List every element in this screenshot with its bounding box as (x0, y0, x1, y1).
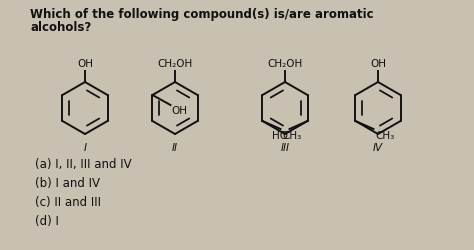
Text: CH₃: CH₃ (283, 131, 302, 141)
Text: alcohols?: alcohols? (30, 21, 91, 34)
Text: CH₂OH: CH₂OH (267, 59, 302, 69)
Text: (d) I: (d) I (35, 215, 59, 228)
Text: HO: HO (272, 131, 288, 141)
Text: Which of the following compound(s) is/are aromatic: Which of the following compound(s) is/ar… (30, 8, 374, 21)
Text: OH: OH (370, 59, 386, 69)
Text: OH: OH (77, 59, 93, 69)
Text: OH: OH (172, 106, 188, 116)
Text: II: II (172, 143, 178, 153)
Text: (b) I and IV: (b) I and IV (35, 177, 100, 190)
Text: (a) I, II, III and IV: (a) I, II, III and IV (35, 158, 132, 171)
Text: III: III (281, 143, 290, 153)
Text: I: I (83, 143, 86, 153)
Text: CH₃: CH₃ (375, 131, 395, 141)
Text: IV: IV (373, 143, 383, 153)
Text: CH₂OH: CH₂OH (157, 59, 192, 69)
Text: (c) II and III: (c) II and III (35, 196, 101, 209)
